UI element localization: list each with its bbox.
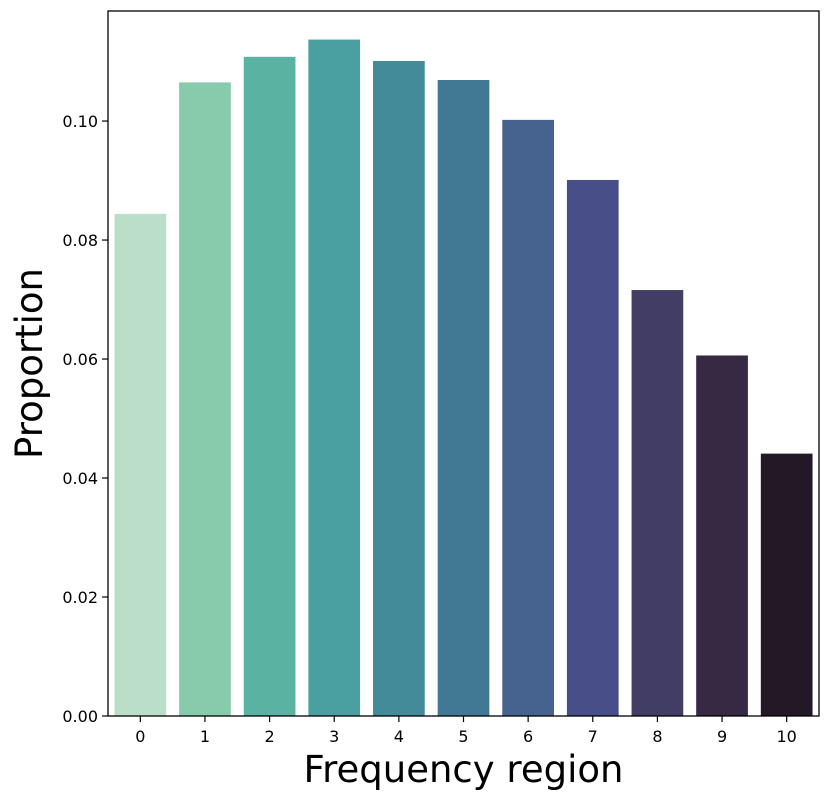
y-tick-label: 0.06 [62,350,98,369]
y-tick-label: 0.08 [62,231,98,250]
bar-5 [437,80,490,716]
x-tick-label: 10 [777,727,797,746]
bar-9 [696,355,748,716]
y-axis-label: Proportion [8,268,51,459]
y-tick-label: 0.04 [62,469,98,488]
y-tick-label: 0.10 [62,112,98,131]
bar-4 [373,60,425,717]
y-axis: 0.00 0.02 0.04 0.06 0.08 0.10 [62,112,108,726]
x-tick-label: 0 [135,727,145,746]
x-tick-label: 9 [717,727,727,746]
x-tick-label: 6 [523,727,533,746]
x-tick-label: 8 [652,727,662,746]
x-tick-label: 1 [200,727,210,746]
bar-2 [243,56,296,717]
bar-7 [566,179,619,716]
bar-3 [308,39,361,717]
bar-8 [631,290,684,716]
x-tick-label: 2 [264,727,274,746]
bar-1 [179,82,231,716]
bar-0 [114,213,167,716]
x-axis: 0 1 2 3 4 5 6 7 8 9 10 [135,716,797,746]
y-tick-label: 0.00 [62,707,98,726]
bars-group [114,39,813,717]
bar-6 [502,119,554,717]
bar-10 [760,453,813,716]
x-tick-label: 4 [394,727,404,746]
x-tick-label: 5 [458,727,468,746]
x-axis-label: Frequency region [304,748,624,791]
x-tick-label: 3 [329,727,339,746]
x-tick-label: 7 [588,727,598,746]
y-tick-label: 0.02 [62,588,98,607]
